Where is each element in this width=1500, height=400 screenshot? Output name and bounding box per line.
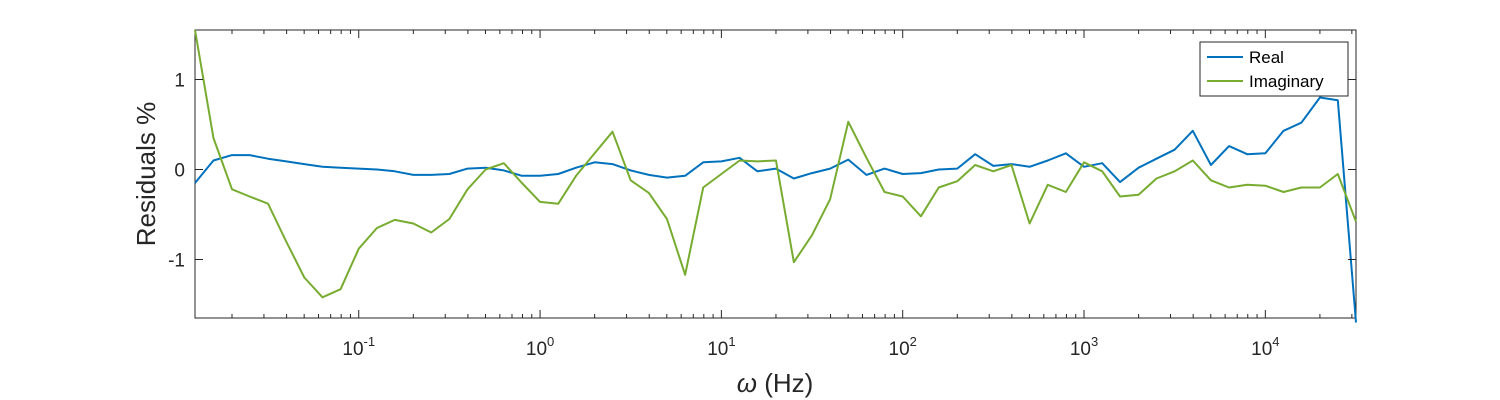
y-axis-label: Residuals % [131,102,161,247]
x-tick-label: 104 [1251,334,1279,360]
x-tick-label: 100 [526,334,554,360]
x-tick-label: 10-1 [342,334,375,360]
legend-box [1199,41,1349,97]
series-line-imaginary [194,29,1357,299]
y-tick-label: 1 [174,71,185,92]
x-ticks: 10-1 100 101 102 103 104 [231,30,1353,360]
legend: Real Imaginary [1199,41,1349,97]
y-tick-label: -1 [168,251,185,272]
legend-label-imaginary: Imaginary [1249,72,1324,91]
series-layer [194,29,1357,323]
y-ticks: 1 0 -1 [168,71,1356,272]
legend-label-real: Real [1249,48,1284,67]
x-tick-label: 103 [1070,334,1098,360]
y-tick-label: 0 [174,161,185,182]
x-axis-label: ω (Hz) [737,368,814,398]
x-tick-label: 101 [707,334,735,360]
x-tick-label: 102 [889,334,917,360]
series-line-real [194,96,1357,323]
axes-box [194,29,1357,319]
plot-area: 1 0 -1 10-1 100 101 102 103 104 [168,29,1357,360]
